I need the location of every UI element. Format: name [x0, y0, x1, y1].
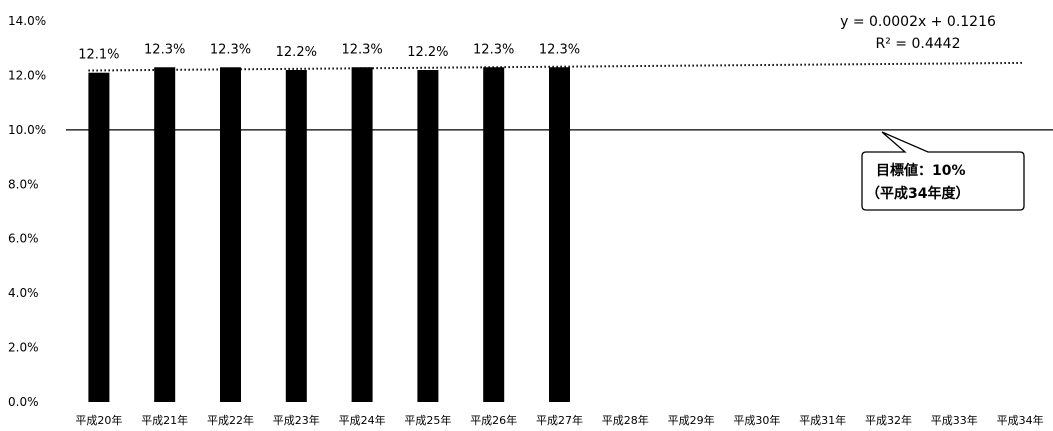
data-label: 12.3%	[473, 42, 514, 57]
x-tick-label: 平成29年	[668, 413, 715, 427]
y-tick-label: 4.0%	[8, 286, 39, 300]
data-label: 12.2%	[276, 45, 317, 60]
bar	[351, 67, 373, 402]
target-callout: 目標値：10% （平成34年度）	[861, 131, 1025, 211]
data-labels: 12.1% 12.3% 12.3% 12.2% 12.3% 12.2% 12.3% 12.3%	[78, 42, 580, 62]
trendline-equation: y = 0.0002x + 0.1216	[840, 14, 996, 30]
bar	[549, 67, 570, 402]
data-label: 12.3%	[539, 42, 580, 57]
y-axis-ticks: 0.0% 2.0% 4.0% 6.0% 8.0% 10.0% 12.0% 14.0%	[8, 14, 46, 409]
callout-target-label: 目標値：10%	[876, 162, 966, 179]
bar	[220, 67, 241, 402]
y-tick-label: 2.0%	[8, 341, 39, 355]
data-label: 12.3%	[144, 42, 185, 57]
bars	[88, 67, 570, 402]
x-tick-label: 平成33年	[931, 413, 978, 427]
y-tick-label: 0.0%	[8, 395, 39, 409]
x-axis-ticks: 平成20年 平成21年 平成22年 平成23年 平成24年 平成25年 平成26年 平成27年…	[75, 413, 1043, 427]
x-tick-label: 平成30年	[733, 413, 780, 427]
y-tick-label: 10.0%	[8, 123, 46, 137]
bar	[154, 67, 176, 402]
data-label: 12.1%	[78, 48, 119, 63]
bar	[483, 67, 505, 402]
x-tick-label: 平成26年	[470, 413, 517, 427]
bar	[417, 69, 439, 402]
callout-target-year: （平成34年度）	[866, 185, 969, 202]
x-tick-label: 平成27年	[536, 413, 583, 427]
bar	[88, 72, 110, 402]
y-tick-label: 8.0%	[8, 177, 39, 191]
x-tick-label: 平成32年	[865, 413, 912, 427]
x-tick-label: 平成23年	[273, 413, 320, 427]
x-tick-label: 平成25年	[404, 413, 451, 427]
x-tick-label: 平成22年	[207, 413, 254, 427]
x-tick-label: 平成28年	[602, 413, 649, 427]
y-tick-label: 14.0%	[8, 14, 46, 28]
y-tick-label: 12.0%	[8, 68, 46, 82]
trendline-r-squared: R² = 0.4442	[876, 36, 961, 52]
bar	[285, 69, 307, 402]
x-tick-label: 平成21年	[141, 413, 188, 427]
callout-box	[861, 131, 1025, 211]
x-tick-label: 平成31年	[799, 413, 846, 427]
data-label: 12.3%	[341, 42, 382, 57]
y-tick-label: 6.0%	[8, 232, 39, 246]
data-label: 12.3%	[210, 42, 251, 57]
data-label: 12.2%	[407, 45, 448, 60]
x-tick-label: 平成24年	[339, 413, 386, 427]
x-tick-label: 平成20年	[75, 413, 122, 427]
x-tick-label: 平成34年	[997, 413, 1044, 427]
